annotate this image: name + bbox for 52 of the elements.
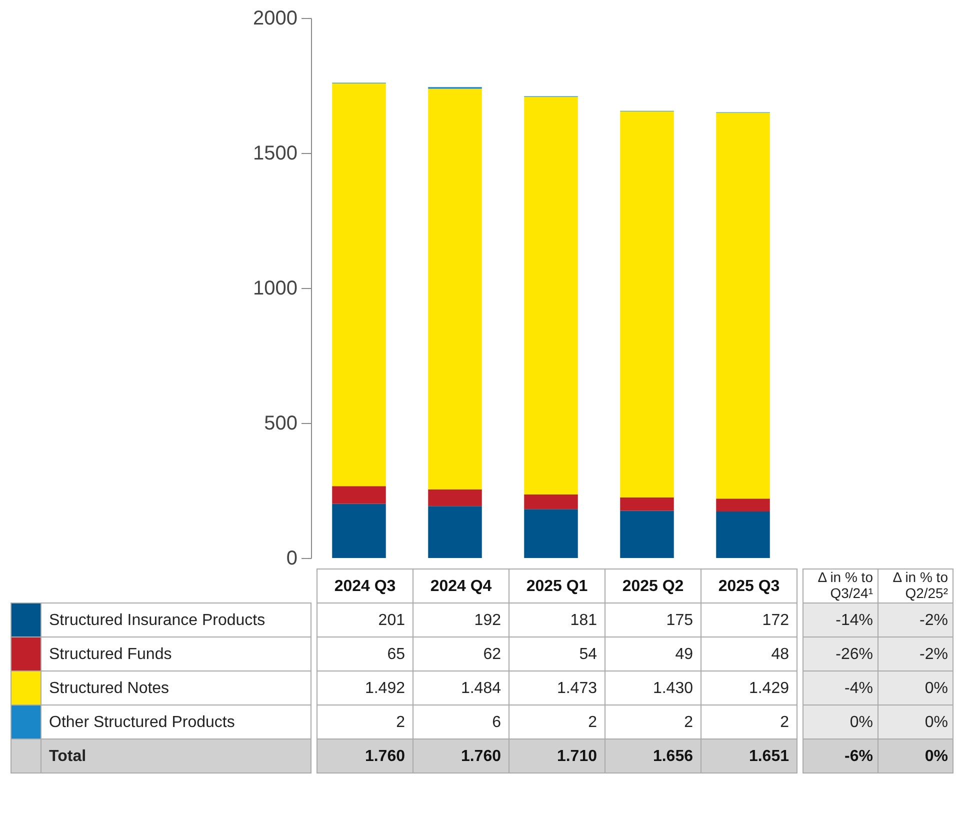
data-label: 6 — [492, 714, 502, 731]
data-label: 192 — [474, 612, 502, 629]
y-tick-label: 2000 — [253, 8, 298, 30]
data-label: 1.430 — [652, 680, 694, 697]
text: -26% — [836, 646, 873, 663]
data-label: 49 — [675, 646, 694, 663]
data-label: 2 — [684, 714, 694, 731]
text: 0% — [924, 748, 948, 765]
data-label: 181 — [570, 612, 598, 629]
legend-label: Structured Funds — [49, 646, 172, 663]
x-tick-label: 2024 Q3 — [334, 578, 396, 595]
y-tick-label: 500 — [264, 412, 298, 434]
x-tick-label: 2025 Q1 — [526, 578, 588, 595]
y-tick-label: 1000 — [253, 278, 298, 300]
legend-label: Other Structured Products — [49, 714, 235, 731]
y-tick-label: 1500 — [253, 142, 298, 164]
data-label: 172 — [762, 612, 790, 629]
text: Δ in % to Q3/24¹ — [818, 569, 874, 601]
x-tick-label: 2025 Q3 — [718, 578, 780, 595]
text: 0% — [924, 714, 948, 731]
data-label: 54 — [579, 646, 598, 663]
text: -14% — [836, 612, 873, 629]
text: 1.760 — [364, 748, 406, 765]
data-label: 1.484 — [460, 680, 502, 697]
text: 1.656 — [652, 748, 694, 765]
data-label: 1.473 — [556, 680, 598, 697]
text: Δ in % to Q2/25² — [892, 569, 948, 601]
text: -4% — [844, 680, 873, 697]
data-label: 2 — [780, 714, 790, 731]
text: 0% — [924, 680, 948, 697]
data-label: 48 — [771, 646, 790, 663]
data-label: 201 — [378, 612, 406, 629]
data-label: 175 — [666, 612, 694, 629]
text: -2% — [920, 646, 948, 663]
data-label: 2 — [588, 714, 598, 731]
data-label: 62 — [483, 646, 502, 663]
text: -2% — [920, 612, 948, 629]
data-label: 1.492 — [364, 680, 406, 697]
data-label: 2 — [396, 714, 406, 731]
legend-label: Structured Notes — [49, 680, 170, 697]
text: -6% — [844, 748, 873, 765]
text: Total — [49, 748, 86, 765]
data-label: 1.429 — [748, 680, 790, 697]
y-tick-label: 0 — [286, 548, 298, 570]
data-label: 65 — [387, 646, 406, 663]
text: 1.760 — [460, 748, 502, 765]
text: 0% — [850, 714, 873, 731]
text: 1.710 — [556, 748, 598, 765]
text: 1.651 — [748, 748, 790, 765]
x-tick-label: 2025 Q2 — [622, 578, 684, 595]
x-tick-label: 2024 Q4 — [430, 578, 492, 595]
legend-label: Structured Insurance Products — [49, 612, 266, 629]
